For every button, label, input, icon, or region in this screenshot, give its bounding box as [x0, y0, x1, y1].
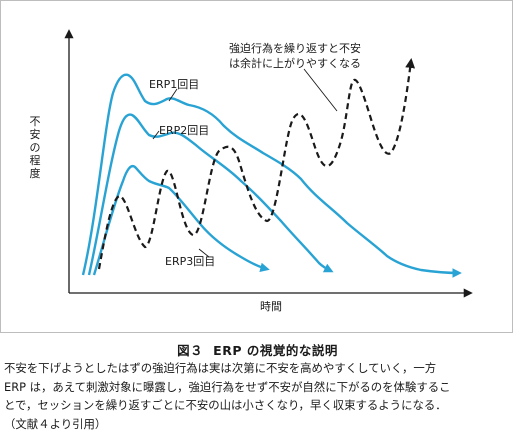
figure-number: 図３ [177, 343, 204, 358]
compulsion-label-line1: 強迫行為を繰り返すと不安 [229, 41, 361, 55]
erp1-curve [81, 73, 462, 278]
erp1-label: ERP1回目 [149, 78, 199, 91]
compulsion-label-line2: は余計に上がりやすくなる [229, 56, 361, 70]
figure-caption-title: 図３ ERP の視覚的な説明 [0, 340, 515, 359]
compulsion-leader [303, 68, 338, 112]
figure-caption-body: 不安を下げようとしたはずの強迫行為は実は次第に不安を高めやすくしていく，一方 E… [4, 359, 513, 433]
caption-line: （文献４より引用） [4, 416, 107, 431]
erp3-label: ERP3回目 [165, 255, 215, 268]
erp1-leader [168, 88, 178, 102]
erp-diagram: 不安の程度 時間 ERP1回目 ERP2回目 ERP3回目 強迫行為を繰り返すと… [30, 29, 473, 313]
caption-line: 不安を下げようとしたはずの強迫行為は実は次第に不安を高めやすくしていく，一方 [4, 361, 437, 375]
erp3-curve [92, 165, 270, 276]
erp2-label: ERP2回目 [159, 124, 209, 137]
caption-line: とで，セッションを繰り返すごとに不安の山は小さくなり，早く収束するようになる． [4, 398, 447, 412]
caption-line: ERP は，あえて刺激対象に曝露し，強迫行為をせず不安が自然に下がるのを体験する… [4, 379, 451, 394]
figure-panel: 不安の程度 時間 ERP1回目 ERP2回目 ERP3回目 強迫行為を繰り返すと… [0, 0, 513, 333]
erp3-leader [198, 248, 210, 258]
erp2-leader [152, 130, 160, 140]
figure-title: ERP の視覚的な説明 [213, 343, 338, 358]
y-axis-label: 不安の程度 [30, 115, 41, 180]
compulsion-curve [97, 58, 416, 270]
erp2-curve [87, 113, 334, 276]
x-axis-label: 時間 [260, 300, 282, 313]
